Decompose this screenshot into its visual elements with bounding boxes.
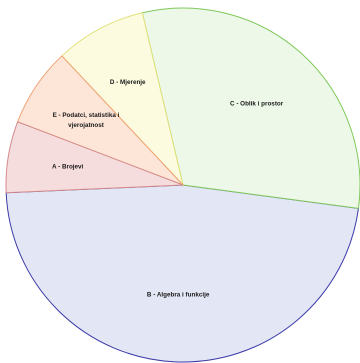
slice-label-3: D - Mjerenje	[110, 79, 146, 86]
slice-label-4: E - Podatci, statistika i vjerojatnost	[53, 112, 120, 129]
pie-slice-1	[5, 184, 360, 363]
slice-label-5: A - Brojevi	[52, 163, 84, 170]
pie-slice-3	[61, 12, 184, 187]
slice-label-2: C - Oblik i prostor	[230, 101, 284, 108]
slice-label-1: B - Algebra i funkcije	[147, 292, 210, 299]
pie-slice-2	[141, 7, 360, 209]
pie-slice-5	[5, 121, 184, 194]
